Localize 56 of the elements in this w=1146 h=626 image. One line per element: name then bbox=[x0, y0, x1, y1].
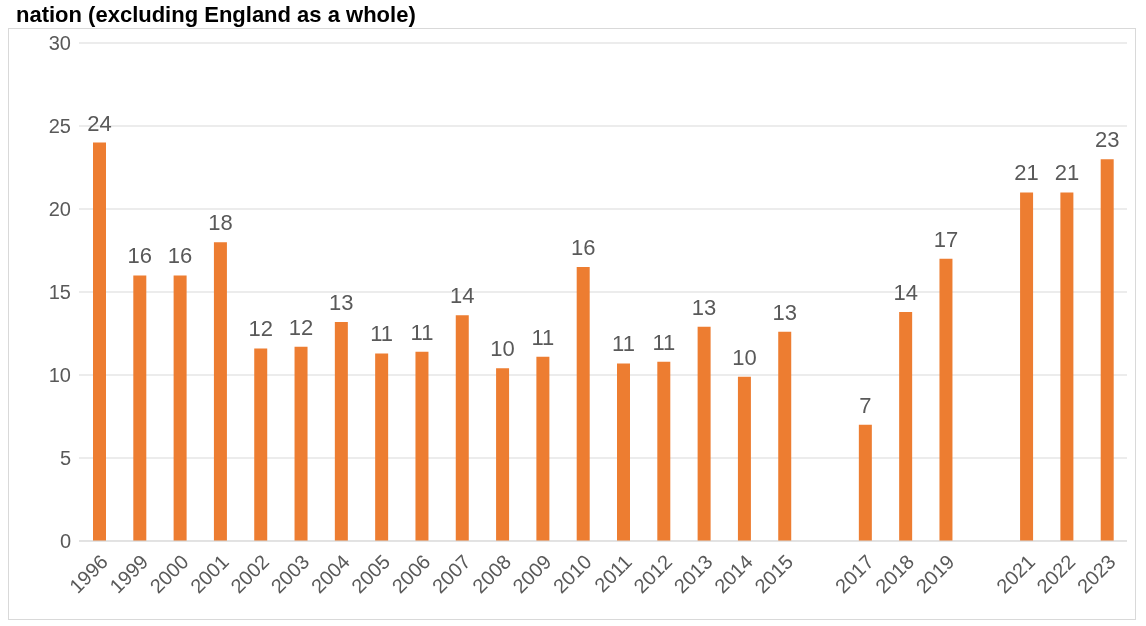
data-label: 13 bbox=[772, 299, 797, 325]
bar bbox=[576, 267, 590, 541]
bar bbox=[455, 315, 469, 541]
data-label: 16 bbox=[127, 243, 153, 269]
bar bbox=[1060, 192, 1074, 541]
y-tick-label: 0 bbox=[59, 530, 71, 553]
data-label: 12 bbox=[288, 314, 314, 340]
y-tick-label: 10 bbox=[48, 364, 71, 387]
bar bbox=[1020, 192, 1034, 541]
data-label: 11 bbox=[612, 331, 635, 357]
bar bbox=[697, 326, 711, 541]
data-label: 11 bbox=[410, 319, 434, 345]
data-label: 16 bbox=[167, 243, 193, 269]
bar bbox=[737, 376, 751, 541]
data-label: 11 bbox=[652, 329, 676, 355]
bar bbox=[133, 275, 147, 541]
data-label: 7 bbox=[859, 392, 872, 418]
bar bbox=[899, 311, 913, 541]
bar bbox=[939, 258, 953, 541]
data-label: 21 bbox=[1054, 160, 1080, 186]
data-label: 14 bbox=[450, 283, 475, 309]
bar bbox=[415, 351, 429, 541]
data-label: 18 bbox=[208, 210, 233, 236]
data-label: 14 bbox=[893, 279, 918, 305]
bar bbox=[334, 321, 348, 541]
y-tick-label: 20 bbox=[48, 198, 71, 221]
bar bbox=[778, 331, 792, 541]
bar bbox=[496, 368, 510, 541]
data-label: 10 bbox=[490, 336, 515, 362]
chart-title: nation (excluding England as a whole) bbox=[16, 2, 417, 28]
y-tick-label: 5 bbox=[59, 447, 71, 470]
data-label: 24 bbox=[87, 110, 112, 136]
bar bbox=[173, 275, 187, 541]
bar bbox=[375, 353, 389, 541]
data-label: 13 bbox=[329, 289, 354, 315]
bar bbox=[93, 142, 106, 541]
bar bbox=[858, 424, 872, 541]
bar bbox=[254, 348, 268, 541]
data-label: 12 bbox=[248, 316, 273, 342]
bar bbox=[617, 363, 630, 541]
data-label: 11 bbox=[370, 321, 394, 347]
y-tick-label: 15 bbox=[48, 281, 71, 304]
bar bbox=[213, 242, 227, 541]
data-label: 17 bbox=[933, 226, 959, 252]
data-label: 16 bbox=[570, 235, 596, 261]
bar bbox=[1100, 159, 1114, 541]
bar bbox=[536, 356, 550, 541]
y-tick-label: 25 bbox=[48, 115, 71, 138]
bar bbox=[294, 346, 308, 541]
data-label: 23 bbox=[1094, 127, 1120, 153]
data-label: 11 bbox=[531, 324, 555, 350]
bar bbox=[657, 361, 671, 541]
data-label: 21 bbox=[1014, 160, 1039, 186]
y-tick-label: 30 bbox=[48, 32, 71, 55]
data-label: 10 bbox=[732, 344, 757, 370]
data-label: 13 bbox=[691, 294, 717, 320]
